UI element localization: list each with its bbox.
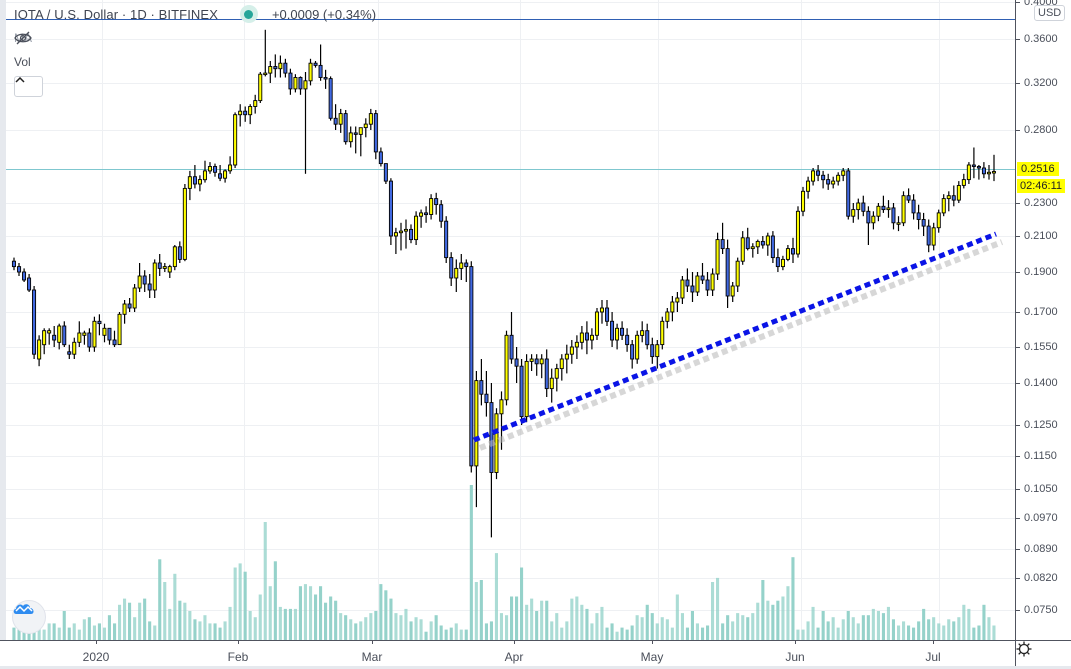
price-tick-mark — [1015, 39, 1020, 40]
time-axis[interactable]: 2020 Feb Mar Apr May Jun Jul — [0, 640, 1015, 669]
volume-bars — [12, 485, 996, 640]
price-tick-mark — [1015, 489, 1020, 490]
price-tick-label: 0.4000 — [1024, 0, 1058, 8]
cloud-chart-icon — [13, 604, 34, 614]
symbol-title[interactable]: IOTA / U.S. Dollar · 1D · BITFINEX — [14, 6, 218, 22]
time-tick-mark — [652, 640, 653, 644]
price-axis[interactable]: 0.4000 0.3600 0.3200 0.2800 0.2300 0.2100 0.19… — [1015, 0, 1071, 640]
plot-area[interactable] — [0, 0, 1015, 640]
time-tick-mark — [933, 640, 934, 644]
price-tick-label: 0.3200 — [1024, 77, 1058, 89]
price-tick-mark — [1015, 610, 1020, 611]
price-tick-label: 0.2300 — [1024, 197, 1058, 209]
price-tick-label: 0.1050 — [1024, 483, 1058, 495]
price-tick-mark — [1015, 549, 1020, 550]
gear-icon — [1016, 641, 1032, 657]
collapse-indicators-button[interactable] — [14, 76, 43, 97]
price-tick-mark — [1015, 2, 1020, 3]
chart-settings-button[interactable] — [1015, 640, 1071, 669]
price-tick-mark — [1015, 456, 1020, 457]
time-tick-label: Mar — [361, 650, 383, 664]
time-tick-label: Feb — [227, 650, 249, 664]
price-tick-mark — [1015, 203, 1020, 204]
time-tick-mark — [238, 640, 239, 644]
bar-countdown-label: 02:46:11 — [1017, 179, 1066, 193]
price-tick-label: 0.1250 — [1024, 419, 1058, 431]
candlestick-plot[interactable] — [6, 0, 1015, 640]
time-tick-label: May — [640, 650, 664, 664]
ma-indicator-row[interactable]: MA — [14, 31, 46, 45]
price-tick-label: 0.0890 — [1024, 543, 1058, 555]
price-tick-mark — [1015, 236, 1020, 237]
price-tick-label: 0.1550 — [1024, 341, 1058, 353]
price-tick-label: 0.1700 — [1024, 306, 1058, 318]
symbol-legend: IOTA / U.S. Dollar · 1D · BITFINEX +0.00… — [14, 5, 376, 23]
price-tick-mark — [1015, 312, 1020, 313]
time-tick-label: Jun — [785, 650, 805, 664]
time-tick-label: 2020 — [82, 650, 110, 664]
time-tick-label: Apr — [504, 650, 524, 664]
price-tick-mark — [1015, 272, 1020, 273]
bottom-border — [0, 666, 1071, 669]
chevron-up-icon — [15, 77, 25, 83]
price-tick-label: 0.0820 — [1024, 572, 1058, 584]
price-tick-label: 0.2100 — [1024, 230, 1058, 242]
dotted-trendline[interactable] — [473, 231, 997, 443]
price-tick-label: 0.1400 — [1024, 377, 1058, 389]
time-tick-mark — [795, 640, 796, 644]
time-tick-mark — [514, 640, 515, 644]
price-change: +0.0009 (+0.34%) — [271, 6, 377, 22]
price-tick-mark — [1015, 130, 1020, 131]
price-tick-label: 0.2800 — [1024, 124, 1058, 136]
market-status-icon — [239, 5, 258, 23]
volume-indicator-label[interactable]: Vol — [14, 55, 31, 69]
trendline-shadow — [478, 239, 1004, 451]
price-tick-label: 0.0750 — [1024, 604, 1058, 616]
grid — [6, 0, 1015, 640]
last-price-label: 0.2516 — [1017, 162, 1059, 176]
price-tick-label: 0.0970 — [1024, 512, 1058, 524]
price-tick-label: 0.1150 — [1024, 450, 1057, 462]
time-tick-label: Jul — [925, 650, 941, 664]
price-tick-mark — [1015, 347, 1020, 348]
time-tick-mark — [96, 640, 97, 644]
price-tick-mark — [1015, 383, 1020, 384]
currency-badge[interactable]: USD — [1034, 5, 1066, 21]
price-tick-mark — [1015, 578, 1020, 579]
price-tick-mark — [1015, 518, 1020, 519]
price-tick-mark — [1015, 83, 1020, 84]
price-tick-mark — [1015, 425, 1020, 426]
price-tick-label: 0.1900 — [1024, 266, 1058, 278]
tradingview-logo-button[interactable] — [12, 600, 46, 634]
candles — [11, 29, 996, 538]
time-tick-mark — [372, 640, 373, 644]
price-tick-label: 0.3600 — [1024, 33, 1058, 45]
